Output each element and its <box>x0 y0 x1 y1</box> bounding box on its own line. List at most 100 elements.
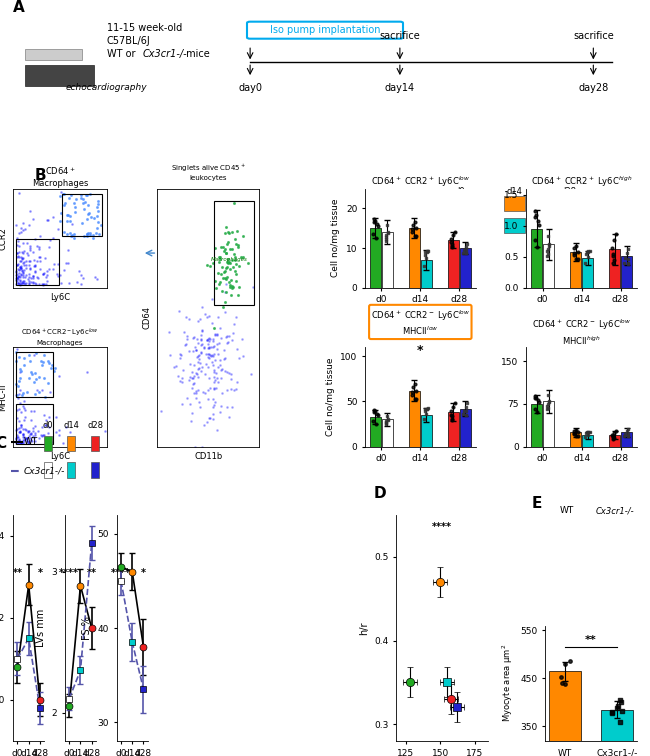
Point <box>222 366 232 378</box>
Point <box>623 258 633 270</box>
Point <box>19 434 29 446</box>
Point <box>237 349 248 361</box>
Point <box>542 403 552 415</box>
Point <box>79 203 89 215</box>
Point <box>89 212 99 225</box>
Point <box>233 241 244 253</box>
Bar <box>448 412 459 447</box>
Point <box>200 308 211 321</box>
Point <box>383 226 393 238</box>
Point <box>17 276 27 288</box>
Point <box>609 426 619 438</box>
Point <box>192 337 203 349</box>
Point <box>37 430 47 442</box>
Point <box>571 253 581 265</box>
Point <box>382 417 392 429</box>
Point <box>82 213 92 225</box>
Point <box>187 366 198 378</box>
Point <box>231 274 241 287</box>
Bar <box>382 420 393 447</box>
Point <box>619 256 629 268</box>
Text: C57BL/6J: C57BL/6J <box>107 36 150 46</box>
Point <box>226 383 236 395</box>
Point <box>14 278 24 290</box>
Point <box>76 269 86 281</box>
Point <box>213 311 224 323</box>
Point <box>209 395 220 407</box>
Point <box>623 257 633 269</box>
FancyBboxPatch shape <box>247 22 403 39</box>
Point <box>381 231 391 243</box>
Point <box>11 272 21 284</box>
Point <box>205 411 215 423</box>
Point <box>14 251 24 263</box>
Point <box>209 398 219 411</box>
Point <box>50 362 60 374</box>
Point <box>224 367 235 380</box>
Point <box>188 378 198 390</box>
Point <box>12 412 23 424</box>
Point <box>173 370 183 382</box>
Point <box>20 223 30 235</box>
Point <box>29 260 39 272</box>
Point <box>62 215 72 228</box>
Text: WT or: WT or <box>107 49 138 60</box>
Point <box>12 259 22 271</box>
Point <box>37 278 47 290</box>
Point <box>187 372 197 384</box>
Point <box>19 265 29 277</box>
Bar <box>609 435 620 447</box>
Point <box>92 205 103 217</box>
Point <box>66 189 76 201</box>
Point <box>184 313 194 325</box>
Point <box>459 404 469 417</box>
Point <box>582 429 593 441</box>
Point <box>382 219 393 231</box>
Point <box>29 349 40 361</box>
Point <box>222 271 232 284</box>
Point <box>568 249 578 262</box>
Point <box>193 350 203 362</box>
Point <box>607 706 618 718</box>
Y-axis label: Cell no/mg tissue: Cell no/mg tissue <box>332 199 340 277</box>
Point <box>207 356 217 368</box>
Bar <box>601 710 633 756</box>
Point <box>16 365 26 377</box>
Point <box>208 359 218 371</box>
Bar <box>582 435 593 447</box>
Bar <box>621 432 632 447</box>
Point <box>231 342 242 355</box>
Point <box>41 271 51 283</box>
Point <box>220 331 231 343</box>
Point <box>65 227 75 239</box>
Point <box>226 401 237 414</box>
Point <box>207 293 217 305</box>
Point <box>18 437 29 449</box>
Point <box>458 408 468 420</box>
Point <box>34 240 44 253</box>
Text: Cx3cr1-/-: Cx3cr1-/- <box>403 222 445 231</box>
Point <box>25 244 35 256</box>
Point <box>461 244 471 256</box>
Point <box>177 398 187 411</box>
Point <box>68 231 79 243</box>
Point <box>381 416 391 428</box>
Point <box>58 264 69 276</box>
Point <box>202 334 212 346</box>
Point <box>209 366 219 378</box>
Point <box>207 401 218 413</box>
Point <box>223 336 233 349</box>
Point <box>233 239 243 251</box>
Point <box>181 330 192 342</box>
Point <box>580 256 591 268</box>
Point <box>14 187 24 200</box>
Point <box>190 341 200 353</box>
Point <box>16 226 26 238</box>
Point <box>30 426 40 438</box>
Point <box>371 407 382 420</box>
Point <box>49 259 59 271</box>
Bar <box>409 391 420 447</box>
Y-axis label: LVs mm: LVs mm <box>36 609 46 647</box>
Point <box>216 261 227 273</box>
Point <box>411 222 422 234</box>
